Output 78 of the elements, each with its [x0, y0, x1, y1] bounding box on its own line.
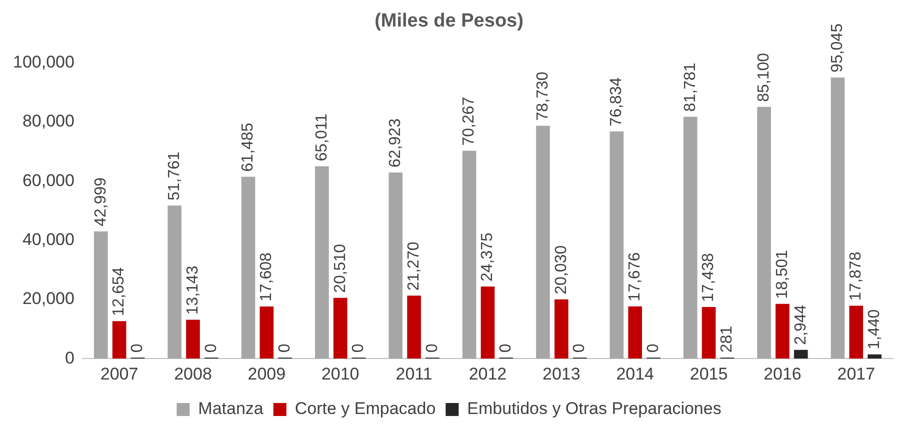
legend-label: Matanza	[198, 399, 264, 418]
data-label: 70,267	[460, 96, 478, 146]
data-label: 0	[350, 344, 368, 353]
data-label: 76,834	[608, 77, 626, 126]
data-label: 0	[129, 344, 146, 353]
data-label: 81,781	[682, 62, 699, 112]
bar	[168, 205, 182, 359]
x-tick-label: 2013	[542, 364, 580, 384]
bar	[462, 150, 476, 359]
data-label: 24,375	[479, 232, 496, 282]
bar	[757, 106, 771, 359]
y-tick-label: 80,000	[22, 112, 74, 131]
data-label: 0	[424, 344, 441, 353]
bar	[94, 231, 108, 359]
data-label: 0	[202, 344, 220, 353]
bar	[480, 286, 495, 359]
data-label: 78,730	[534, 72, 552, 121]
bar	[868, 354, 882, 359]
data-label: 1,440	[866, 309, 883, 350]
data-label: 20,030	[552, 245, 570, 294]
data-label: 0	[498, 344, 515, 353]
x-tick-label: 2010	[321, 364, 360, 384]
bar	[628, 306, 642, 359]
x-tick-label: 2007	[100, 364, 138, 384]
data-label: 0	[644, 344, 662, 353]
data-label: 21,270	[405, 242, 422, 291]
bar	[554, 299, 568, 359]
data-label: 42,999	[92, 177, 110, 226]
x-tick-label: 2015	[690, 364, 728, 384]
y-tick-label: 100,000	[13, 52, 74, 72]
x-tick-label: 2012	[468, 364, 507, 384]
bar	[610, 131, 624, 359]
y-tick-label: 40,000	[22, 230, 74, 249]
x-tick-label: 2014	[616, 364, 654, 384]
data-label: 65,011	[313, 113, 330, 162]
bar	[702, 307, 716, 359]
chart-title: (Miles de Pesos)	[374, 10, 524, 32]
y-tick-label: 60,000	[22, 170, 74, 190]
data-label: 17,676	[626, 252, 644, 302]
bar	[388, 172, 403, 359]
data-label: 17,438	[700, 252, 718, 302]
data-label: 95,045	[829, 23, 846, 72]
legend-label: Corte y Empacado	[294, 399, 436, 418]
data-label: 85,100	[755, 52, 772, 102]
x-tick-label: 2016	[764, 364, 802, 384]
bar	[794, 350, 808, 359]
data-label: 20,510	[332, 244, 349, 293]
y-tick-label: 20,000	[22, 289, 74, 308]
bar	[241, 176, 256, 359]
data-label: 0	[276, 344, 294, 353]
bar	[407, 296, 421, 359]
data-label: 18,501	[774, 250, 791, 299]
data-label: 61,485	[240, 122, 257, 172]
x-tick-label: 2008	[174, 364, 212, 384]
legend-label: Embutidos y Otras Preparaciones	[467, 399, 722, 418]
bar	[315, 166, 329, 359]
data-label: 17,878	[848, 252, 865, 301]
x-tick-label: 2009	[248, 364, 286, 384]
bar	[849, 306, 864, 359]
bar	[683, 116, 698, 359]
data-label: 12,654	[110, 267, 128, 316]
y-tick-label: 0	[64, 348, 74, 368]
data-label: 2,944	[792, 304, 810, 345]
data-label: 0	[571, 344, 588, 353]
data-label: 62,923	[387, 118, 404, 168]
data-label: 281	[718, 326, 736, 353]
data-label: 51,761	[166, 151, 183, 200]
data-label: 17,608	[258, 252, 276, 302]
bar	[186, 320, 200, 359]
bar	[776, 304, 790, 359]
x-tick-label: 2017	[837, 364, 876, 384]
bar	[260, 306, 274, 359]
bar	[112, 321, 126, 359]
bar	[830, 77, 845, 359]
data-label: 13,143	[184, 266, 202, 315]
x-tick-label: 2011	[396, 364, 432, 384]
bar	[536, 126, 550, 359]
bar	[333, 298, 348, 359]
